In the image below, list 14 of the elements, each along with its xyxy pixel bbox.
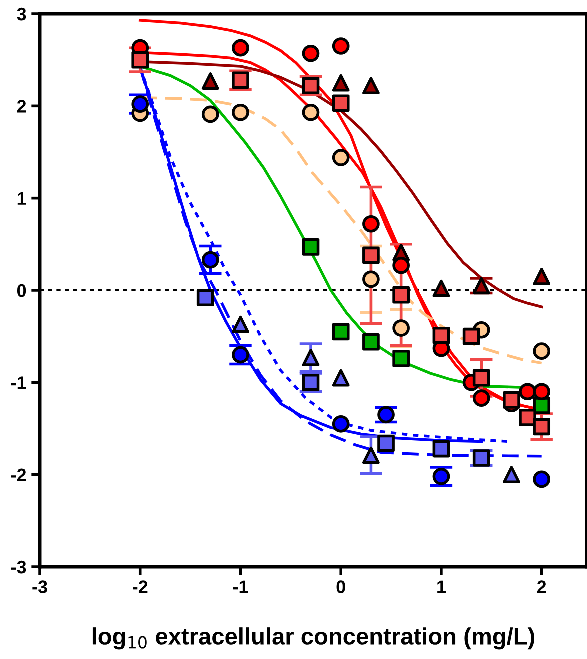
x-tick-label: -3: [32, 580, 48, 594]
x-tick-label: -2: [133, 580, 148, 594]
y-tick-label: -1: [11, 376, 26, 390]
y-tick-label: 1: [18, 192, 26, 205]
x-tick-label: 2: [537, 580, 546, 594]
y-tick-label: 3: [17, 8, 26, 21]
y-tick-label: 2: [17, 100, 26, 113]
y-tick-label: -3: [11, 560, 26, 574]
x-axis-title: log$_{10}$ extracellular concentration (mg/L): [92, 628, 534, 650]
x-tick-label: 0: [336, 580, 346, 594]
y-tick-label: -2: [11, 468, 26, 482]
y-tick-label: 0: [17, 284, 26, 298]
x-tick-label: 1: [438, 580, 446, 594]
x-tick-label: -1: [233, 580, 248, 594]
